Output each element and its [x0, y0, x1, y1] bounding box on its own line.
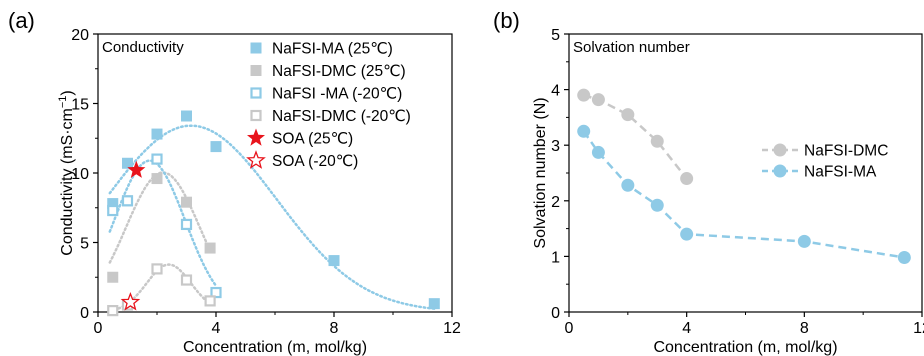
data-point [120, 291, 141, 311]
panel-b: 04812012345(b)Solvation numberConcentrat… [493, 8, 924, 356]
y-tick-label: 2 [551, 194, 560, 211]
legend-marker [250, 65, 262, 76]
data-point [210, 286, 222, 299]
legend-label: NaFSI-DMC (25℃) [272, 63, 406, 80]
data-point [577, 88, 591, 102]
data-point [680, 227, 694, 241]
y-axis-label-main: Conductivity (mS·cm [59, 108, 76, 256]
panel-label: (a) [8, 8, 35, 33]
data-point [797, 234, 811, 248]
series-2 [107, 153, 222, 299]
series-line [583, 94, 688, 180]
data-point [328, 255, 340, 267]
inner-label: Solvation number [573, 39, 690, 56]
x-tick-label: 8 [800, 320, 809, 337]
data-point [577, 124, 591, 138]
data-point [151, 173, 163, 185]
y-axis-label: Conductivity (mS·cm−1) [57, 90, 76, 255]
y-tick-label: 0 [551, 305, 560, 322]
x-tick-label: 0 [94, 320, 103, 337]
data-point [107, 204, 119, 217]
x-tick-label: 8 [330, 320, 339, 337]
data-point [650, 198, 664, 212]
legend-label: NaFSI-MA (25℃) [272, 41, 393, 58]
y-tick-label: 15 [71, 97, 89, 114]
y-axis-label: Solvation number (N) [532, 97, 549, 248]
y-tick-label: 10 [71, 166, 89, 183]
data-point [621, 178, 635, 192]
data-point [650, 134, 664, 148]
series-5 [120, 291, 141, 311]
x-tick-label: 4 [682, 320, 691, 337]
legend-marker [246, 150, 266, 169]
series-4 [127, 160, 146, 178]
x-tick-label: 4 [212, 320, 221, 337]
data-point [428, 298, 440, 310]
y-tick-label: 1 [551, 249, 560, 266]
data-point [180, 274, 193, 286]
legend-label: NaFSI-DMC [804, 143, 888, 160]
y-tick-label: 20 [71, 27, 89, 44]
data-point [897, 251, 911, 265]
data-point [151, 153, 163, 165]
data-point [621, 108, 635, 122]
legend-marker [250, 109, 262, 122]
series-0 [107, 110, 440, 310]
legend-marker [773, 164, 787, 178]
data-point [121, 195, 134, 207]
data-point [181, 196, 192, 208]
panel-a: 0 4 8 12 0 5 10 15 20 (a) Conductivity Concentratio… [8, 8, 461, 356]
y-tick-label: 5 [551, 27, 560, 44]
legend-marker [250, 42, 262, 54]
series-3 [107, 263, 216, 317]
data-point [591, 93, 605, 107]
data-point [204, 295, 216, 307]
data-point [180, 218, 193, 231]
fit-curve [108, 159, 218, 288]
data-point [151, 128, 163, 140]
x-tick-label: 0 [565, 320, 574, 337]
inner-label: Conductivity [102, 39, 184, 56]
series-1 [577, 124, 911, 265]
data-point [204, 242, 216, 254]
data-point [151, 263, 163, 275]
panel-label: (b) [493, 8, 520, 33]
y-axis-label-end: ) [59, 90, 76, 95]
data-point [210, 141, 222, 153]
x-axis-label: Concentration (m, mol/kg) [183, 339, 367, 356]
legend-marker [247, 128, 265, 146]
data-point [107, 198, 119, 210]
data-point [680, 172, 694, 186]
fit-curve [108, 171, 212, 264]
legend-label: NaFSI -MA (-20℃) [272, 86, 402, 103]
legend-marker [773, 143, 787, 157]
data-point [181, 110, 192, 122]
fit-curve [108, 124, 436, 310]
y-tick-label: 5 [80, 236, 89, 253]
legend-label: SOA (-20℃) [272, 153, 358, 170]
data-point [107, 271, 119, 283]
legend: NaFSI-MA (25℃) NaFSI-DMC (25℃) NaFSI -MA (… [246, 41, 411, 170]
y-tick-label: 0 [80, 305, 89, 322]
x-axis-label: Concentration (m, mol/kg) [653, 339, 837, 356]
y-tick-label: 4 [551, 83, 560, 100]
legend-label: NaFSI-DMC (-20℃) [272, 108, 411, 125]
y-tick-label: 3 [551, 138, 560, 155]
x-tick-label: 12 [913, 320, 924, 337]
legend: NaFSI-DMC NaFSI-MA [762, 143, 888, 181]
series-0 [577, 88, 694, 186]
y-axis-label-sup: −1 [57, 96, 69, 109]
legend-label: SOA (25℃) [272, 131, 353, 148]
x-tick-label: 12 [443, 320, 461, 337]
legend-marker [250, 87, 262, 99]
data-point [107, 305, 119, 317]
data-point [591, 145, 605, 159]
data-point [127, 160, 146, 178]
data-point [122, 157, 133, 169]
legend-label: NaFSI-MA [804, 164, 877, 181]
